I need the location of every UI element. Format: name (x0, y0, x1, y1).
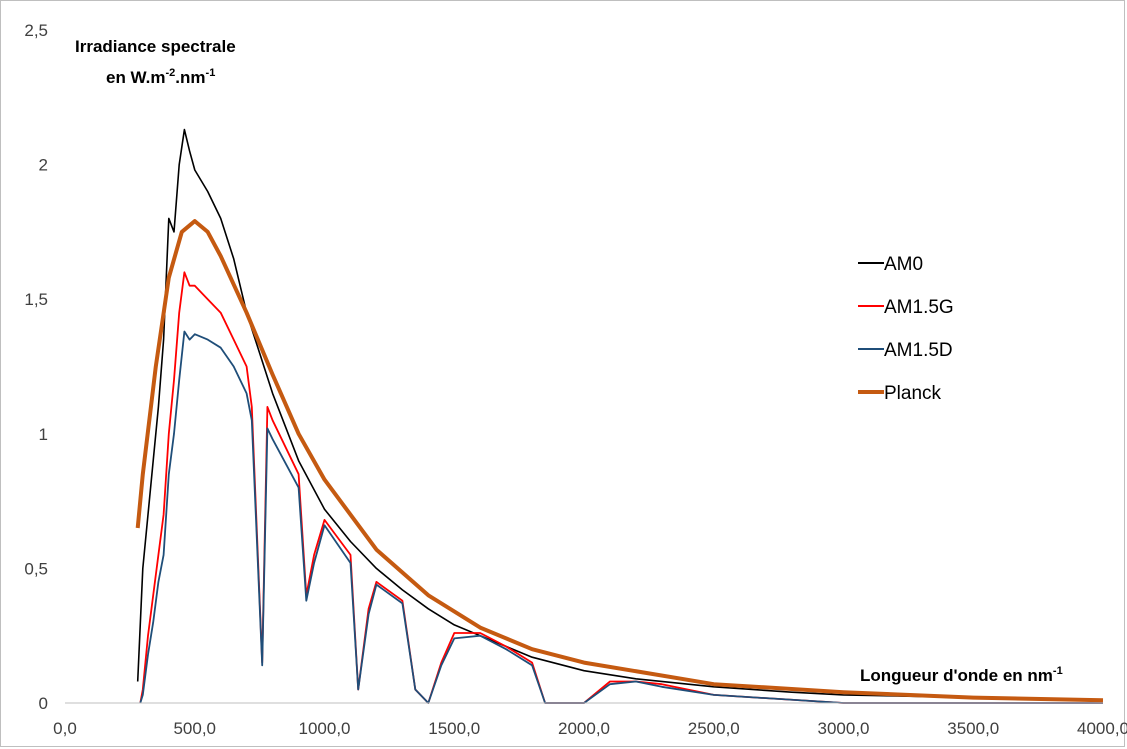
x-tick-label: 2500,0 (688, 719, 740, 738)
y-axis-title-line1: Irradiance spectrale (75, 37, 236, 56)
series-line-am0 (136, 128, 1104, 702)
y-axis-title-line2: en W.m-2.nm-1 (106, 67, 215, 87)
y-tick-label: 2,5 (24, 21, 48, 40)
y-tick-label: 2 (39, 156, 48, 175)
x-tick-labels: 0,0 500,0 1000,0 1500,0 2000,0 2500,0 3000,0 35… (53, 719, 1127, 738)
legend-label: Planck (884, 383, 942, 404)
x-tick-label: 2000,0 (558, 719, 610, 738)
legend-label: AM1.5G (884, 297, 954, 318)
y-tick-label: 1,5 (24, 290, 48, 309)
x-axis-title: Longueur d'onde en nm-1 (860, 665, 1063, 685)
legend-label: AM0 (884, 254, 923, 275)
y-tick-label: 1 (39, 425, 48, 444)
y-tick-labels: 0 0,5 1 1,5 2 2,5 (24, 21, 48, 713)
x-tick-label: 1000,0 (299, 719, 351, 738)
y-tick-label: 0 (39, 694, 48, 713)
x-tick-label: 3500,0 (947, 719, 999, 738)
x-tick-label: 3000,0 (818, 719, 870, 738)
series-lines (135, 128, 1104, 704)
x-tick-label: 4000,0 (1077, 719, 1127, 738)
legend: AM0 AM1.5G AM1.5D Planck (858, 254, 954, 404)
series-line-am1-5d (139, 330, 1103, 704)
y-tick-label: 0,5 (24, 559, 48, 578)
series-line-am1-5g (139, 271, 1103, 704)
x-tick-label: 0,0 (53, 719, 77, 738)
x-tick-label: 1500,0 (428, 719, 480, 738)
series-line-planck (135, 219, 1104, 703)
x-tick-label: 500,0 (173, 719, 216, 738)
legend-label: AM1.5D (884, 340, 953, 361)
